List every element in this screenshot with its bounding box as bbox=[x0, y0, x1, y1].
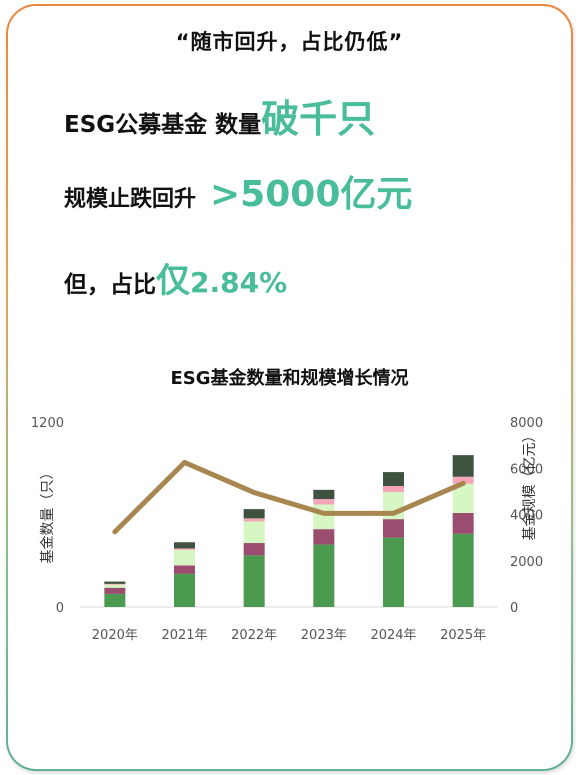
y-right-tick-label: 4000 bbox=[510, 509, 543, 524]
bar-segment bbox=[313, 544, 335, 607]
bar-segment bbox=[104, 584, 126, 588]
bar-segment bbox=[452, 512, 474, 534]
bar-segment bbox=[104, 593, 126, 607]
fund-scale-text: 规模止跌回升 bbox=[64, 187, 197, 212]
fund-count-text: ESG公募基金 数量 bbox=[64, 112, 262, 138]
fund-scale-statement: 规模止跌回升 >5000亿元 bbox=[64, 165, 412, 217]
bar-segment bbox=[243, 555, 265, 607]
y-right-tick-label: 6000 bbox=[510, 462, 543, 477]
bar-segment bbox=[243, 509, 265, 519]
x-tick-label: 2024年 bbox=[370, 628, 416, 643]
chart-title: ESG基金数量和规模增长情况 bbox=[170, 368, 409, 389]
y-left-tick-label: 1200 bbox=[31, 416, 64, 431]
bar-segment bbox=[174, 542, 195, 549]
bar-segment bbox=[452, 533, 474, 607]
bar-segment bbox=[313, 499, 335, 505]
fund-share-text: 但，占比 bbox=[64, 272, 156, 298]
fund-share-highlight: 仅 bbox=[156, 261, 190, 301]
x-tick-label: 2023年 bbox=[301, 628, 347, 643]
y-right-tick-label: 0 bbox=[510, 601, 518, 616]
fund-count-highlight: 破千只 bbox=[261, 97, 376, 141]
bar-segment bbox=[383, 537, 404, 607]
bar-segment bbox=[313, 529, 335, 545]
bar-segment bbox=[383, 472, 404, 486]
bar-segment bbox=[313, 489, 335, 500]
bar-segment bbox=[313, 504, 335, 530]
y-right-axis-title: 基金规模（亿元） bbox=[521, 429, 538, 541]
fund-count-statement: ESG公募基金 数量破千只 bbox=[64, 88, 375, 143]
bar-segment bbox=[104, 587, 126, 594]
x-tick-label: 2021年 bbox=[161, 628, 207, 643]
bar-segment bbox=[174, 565, 195, 574]
bar-segment bbox=[243, 518, 265, 522]
bar-segment bbox=[174, 573, 195, 607]
bar-segment bbox=[452, 455, 474, 477]
bar-segment bbox=[452, 476, 474, 484]
x-tick-label: 2022年 bbox=[231, 628, 277, 643]
bar-segment bbox=[104, 583, 126, 585]
bar-segment bbox=[174, 549, 195, 566]
bar-segment bbox=[174, 548, 195, 550]
y-left-tick-label: 0 bbox=[56, 601, 64, 616]
bar-segment bbox=[452, 483, 474, 513]
bar-segment bbox=[104, 581, 126, 584]
fund-share-statement: 但，占比仅2.84% bbox=[64, 253, 287, 302]
fund-share-number: 2.84% bbox=[190, 266, 288, 299]
bar-segment bbox=[243, 521, 265, 544]
x-tick-label: 2025年 bbox=[440, 628, 486, 643]
fund-scale-highlight: >5000亿元 bbox=[210, 174, 413, 215]
x-tick-label: 2020年 bbox=[92, 628, 138, 643]
bar-segment bbox=[383, 485, 404, 493]
y-left-axis-title: 基金数量（只） bbox=[39, 466, 56, 564]
y-right-tick-label: 8000 bbox=[510, 416, 543, 431]
y-right-tick-label: 2000 bbox=[510, 555, 543, 570]
card-frame bbox=[6, 4, 573, 771]
bar-segment bbox=[243, 543, 265, 556]
bar-segment bbox=[383, 519, 404, 538]
headline: “随市回升，占比仍低” bbox=[175, 30, 404, 54]
scale-line-series bbox=[112, 459, 466, 535]
